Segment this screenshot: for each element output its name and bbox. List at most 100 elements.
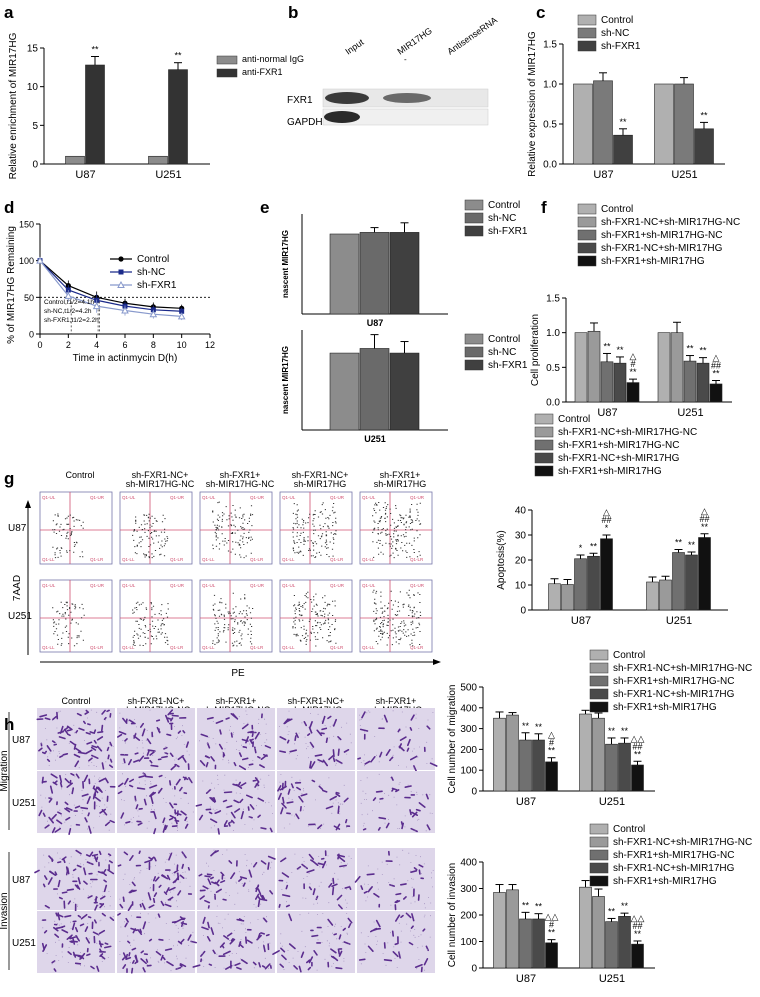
bar-g-bar-4-1 (698, 537, 711, 611)
flow-column-header: sh-FXR1-NC+ sh-MIR17HG (292, 470, 349, 489)
flow-column-header-line: sh-FXR1+ (220, 470, 261, 480)
y-tick-label: 300 (460, 884, 477, 895)
significance-label-line: ## (632, 741, 642, 751)
flow-quadrant-label: Q1-UR (90, 495, 105, 500)
y-axis-label: Relative expression of MIR17HG (527, 31, 538, 177)
membrane-pores (202, 774, 273, 831)
significance-label-line: ** (700, 110, 708, 120)
stained-cells (117, 850, 193, 912)
flow-events (132, 513, 169, 559)
bar-f-3-0 (613, 362, 627, 403)
flow-quadrant-label: Q1-LL (202, 645, 215, 650)
flow-quadrant-label: Q1-LR (250, 557, 264, 562)
stained-cells (358, 912, 429, 973)
transwell-image (37, 911, 115, 973)
legend-label: sh-NC (488, 347, 516, 358)
bar-g-bar-1-1 (659, 579, 672, 611)
bar-g-bar-3-0 (587, 555, 600, 611)
legend-label: Control (488, 200, 520, 211)
y-axis-label: Cell number of invasion (447, 863, 458, 968)
transwell-image (117, 771, 195, 835)
panel-label-g: g (4, 469, 14, 488)
legend-label: sh-FXR1+sh-MIR17HG (613, 702, 717, 713)
legend-label: sh-FXR1+sh-MIR17HG-NC (601, 230, 722, 241)
x-category-label: U87 (593, 169, 613, 181)
transwell-image-bg (357, 708, 435, 770)
legend-five: Control sh-FXR1-NC+sh-MIR17HG-NC sh-FXR1+s… (577, 203, 740, 267)
blot-lane-label: MIR17HG (395, 25, 434, 56)
significance-label-line: ** (174, 51, 182, 61)
membrane-pores (280, 912, 350, 971)
x-tick-label: 8 (151, 340, 156, 350)
flow-quadrant-label: Q1-LR (410, 645, 424, 650)
x-category-label: U251 (671, 169, 697, 181)
bar-g-bar-3-1 (685, 554, 698, 611)
bar-e-top-0-0 (329, 233, 360, 315)
membrane-pores (202, 913, 271, 969)
x-category-label: U251 (677, 407, 703, 419)
legend-c: Control sh-NC sh-FXR1 (577, 14, 641, 52)
flow-plot-frame (279, 579, 353, 653)
legend-label: anti-FXR1 (242, 67, 283, 77)
transwell-image (272, 911, 355, 973)
flow-events (372, 502, 422, 559)
significance-label-line: ** (634, 749, 642, 759)
flow-quadrant-label: Q1-UR (330, 495, 345, 500)
bar-e-bottom-1-0 (359, 348, 390, 431)
transwell-column-header-line: sh-FXR1+ (216, 696, 257, 706)
blot-strip-gapdh (322, 108, 489, 126)
y-axis-label: Cell number of migration (447, 685, 458, 794)
significance-label: △ # ** (629, 351, 637, 377)
flow-events (212, 501, 254, 559)
x-category-label: U87 (516, 796, 536, 808)
legend-swatch (216, 68, 238, 78)
bar-h-migration-1-1 (592, 717, 605, 792)
transwell-image (357, 771, 435, 833)
flow-quadrant-label: Q1-UL (42, 583, 56, 588)
y-tick-label: 200 (460, 911, 477, 922)
flow-events (212, 592, 254, 647)
legend-swatch (577, 40, 597, 52)
membrane-pores (360, 773, 433, 832)
flow-plot-frame (39, 579, 113, 653)
legends-layer: anti-normal IgG anti-FXR1 Control sh-NC sh-F… (110, 14, 752, 887)
legend-swatch (464, 333, 484, 345)
membrane-pores (281, 853, 352, 908)
flow-quadrant-label: Q1-LL (42, 645, 55, 650)
legend-swatch (577, 229, 597, 241)
bar-e-bottom-0-0 (329, 352, 360, 431)
flow-x-arrowhead (433, 659, 441, 665)
legend-label: sh-FXR1-NC+sh-MIR17HG-NC (601, 217, 740, 228)
significance-label-line: △ (713, 353, 720, 363)
transwell-row-label: U87 (12, 735, 31, 746)
membrane-pores (200, 849, 273, 908)
stained-cells (117, 912, 197, 974)
significance-label-line: ** (675, 538, 683, 548)
flow-plot-frame (279, 491, 353, 565)
half-life-annotation: Control,t1/2=4.1h (44, 299, 94, 306)
legend-e: Control sh-NC sh-FXR1 (464, 199, 528, 237)
transwell-image-bg (37, 708, 115, 770)
flow-quadrant-label: Q1-LR (250, 645, 264, 650)
bar-c-2-1 (694, 128, 714, 165)
invasion-group-label: Invasion (0, 892, 10, 929)
y-tick-label: 0 (471, 787, 477, 798)
y-tick-label: 100 (460, 937, 477, 948)
flow-plot: Q1-UL Q1-UR Q1-LL Q1-LR (39, 579, 113, 653)
bar-f-0-1 (657, 332, 671, 403)
significance-label: ** (174, 51, 182, 61)
significance-label: ** (699, 346, 707, 356)
legend-label: sh-FXR1+sh-MIR17HG-NC (613, 676, 734, 687)
y-tick-label: 5 (32, 121, 38, 132)
stained-cells (279, 715, 350, 769)
y-axis-label: % of MIR17HG Remaining (6, 226, 17, 344)
y-tick-label: 100 (19, 256, 34, 266)
legend-label: sh-FXR1-NC+sh-MIR17HG (613, 689, 735, 700)
y-axis-label: Apoptosis(%) (496, 530, 507, 589)
legend-label: sh-NC (601, 28, 629, 39)
y-tick-label: 30 (515, 531, 527, 542)
flow-quadrant-label: Q1-UL (42, 495, 56, 500)
